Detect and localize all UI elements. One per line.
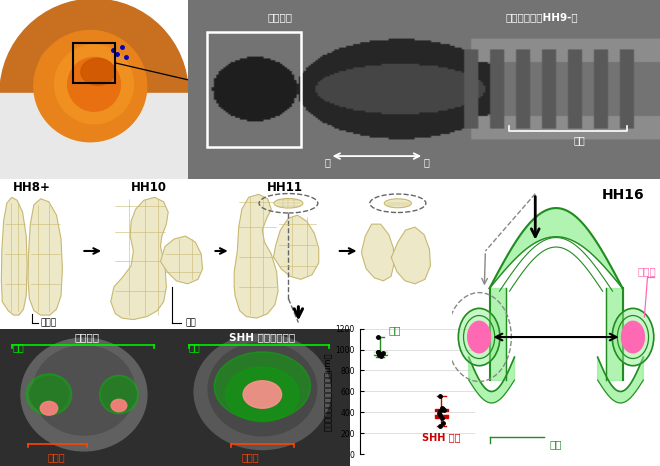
Circle shape	[468, 321, 490, 353]
Text: 前脳領域: 前脳領域	[267, 13, 292, 22]
Text: 筌杉: 筌杉	[189, 342, 201, 352]
Text: SHH 抑制: SHH 抑制	[422, 432, 461, 442]
Polygon shape	[606, 288, 622, 380]
Ellipse shape	[55, 45, 133, 124]
Text: 正常発生: 正常発生	[75, 333, 100, 343]
Text: HH16: HH16	[601, 188, 644, 202]
Polygon shape	[234, 194, 278, 318]
Ellipse shape	[214, 352, 310, 421]
Text: HH10: HH10	[131, 181, 167, 194]
Ellipse shape	[208, 342, 317, 436]
Text: レンズ: レンズ	[637, 266, 656, 276]
Polygon shape	[111, 197, 168, 320]
Text: 筌杉: 筌杉	[13, 342, 24, 352]
Text: HH8+: HH8+	[13, 181, 51, 194]
Text: レンズ: レンズ	[242, 452, 259, 462]
Ellipse shape	[194, 334, 331, 450]
Polygon shape	[490, 208, 622, 288]
Polygon shape	[28, 199, 63, 315]
Bar	[207, 32, 302, 147]
Ellipse shape	[100, 375, 138, 414]
Polygon shape	[469, 357, 515, 403]
Circle shape	[612, 308, 654, 366]
Text: SHH シグナル抱制: SHH シグナル抱制	[229, 333, 296, 343]
Circle shape	[274, 199, 303, 208]
Circle shape	[622, 321, 644, 353]
Ellipse shape	[33, 346, 135, 435]
Text: 前: 前	[324, 157, 330, 167]
Ellipse shape	[38, 41, 104, 95]
Polygon shape	[1, 197, 27, 315]
Ellipse shape	[30, 377, 68, 412]
Text: レンズ: レンズ	[47, 452, 65, 462]
Ellipse shape	[0, 0, 188, 187]
Ellipse shape	[21, 338, 147, 451]
Ellipse shape	[226, 367, 299, 422]
Ellipse shape	[26, 374, 72, 415]
Polygon shape	[160, 236, 203, 284]
Text: 神経管: 神経管	[41, 319, 57, 328]
FancyBboxPatch shape	[0, 93, 244, 233]
Circle shape	[458, 308, 500, 366]
Ellipse shape	[40, 401, 57, 415]
Polygon shape	[490, 288, 506, 380]
Text: 正常: 正常	[389, 325, 401, 336]
Text: 体節: 体節	[574, 136, 585, 145]
Circle shape	[384, 199, 411, 208]
Text: 筌杉: 筌杉	[550, 439, 562, 449]
Bar	[73, 43, 115, 82]
Text: 筌胞: 筌胞	[185, 319, 196, 328]
Text: HH11: HH11	[267, 181, 303, 194]
Ellipse shape	[81, 58, 115, 85]
Polygon shape	[391, 227, 430, 284]
Ellipse shape	[102, 378, 137, 411]
Text: ニワトリ胚（HH9-）: ニワトリ胚（HH9-）	[506, 13, 578, 22]
Ellipse shape	[111, 399, 127, 411]
Polygon shape	[362, 224, 394, 281]
Ellipse shape	[34, 30, 147, 142]
Y-axis label: 左右のレンズ中心間距離（μm）: 左右のレンズ中心間距離（μm）	[323, 352, 333, 431]
Ellipse shape	[68, 57, 120, 111]
Polygon shape	[598, 357, 644, 403]
Ellipse shape	[243, 381, 282, 408]
Text: 後: 後	[424, 157, 430, 167]
Bar	[435, 409, 447, 418]
Bar	[374, 352, 387, 355]
Polygon shape	[273, 215, 319, 279]
